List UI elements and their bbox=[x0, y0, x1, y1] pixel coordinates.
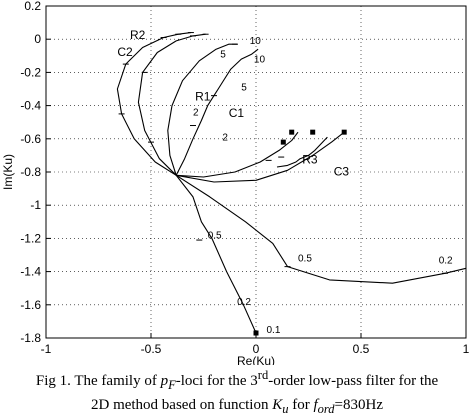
data-point-marker bbox=[310, 129, 316, 135]
y-tick-label: 0 bbox=[34, 32, 41, 46]
y-axis-label: Im(Ku) bbox=[1, 154, 15, 190]
y-tick-label: 0.2 bbox=[24, 0, 41, 13]
data-point-marker bbox=[253, 330, 259, 336]
y-tick-label: -1.8 bbox=[20, 331, 41, 345]
annotation-label: C3 bbox=[334, 164, 350, 178]
annotation-label: 10 bbox=[250, 36, 262, 47]
annotation-label: R2 bbox=[130, 28, 146, 42]
x-axis-label: Re(Ku) bbox=[237, 354, 275, 365]
annotation-label: 5 bbox=[241, 83, 247, 94]
annotation-label: R1 bbox=[195, 90, 211, 104]
y-tick-label: -1.6 bbox=[20, 298, 41, 312]
x-tick-label: -0.5 bbox=[141, 342, 162, 356]
series-line-r1 bbox=[167, 43, 238, 176]
series-line-unnamed-8 bbox=[276, 136, 328, 168]
series-line-r3 bbox=[176, 131, 299, 178]
series-line-c3 bbox=[176, 131, 345, 183]
annotations: R2 C2 R1 C1 R3 C3 10 10 5 5 2 2 0.5 0.2 0.1 0.5 0.2 bbox=[117, 28, 453, 336]
y-tick-label: -0.6 bbox=[20, 132, 41, 146]
annotation-label: 2 bbox=[193, 108, 199, 119]
y-tick-label: -0.2 bbox=[20, 65, 41, 79]
series-line-r2 bbox=[116, 32, 191, 176]
x-tick-label: 0.5 bbox=[353, 342, 370, 356]
data-point-marker bbox=[280, 139, 286, 145]
annotation-label: 0.5 bbox=[208, 230, 222, 241]
caption-line-1: Fig 1. The family of pF-loci for the 3rd… bbox=[35, 368, 439, 392]
x-tick-label: -1 bbox=[41, 342, 52, 356]
annotation-label: 5 bbox=[220, 49, 226, 60]
y-tick-label: -0.4 bbox=[20, 99, 41, 113]
series-group bbox=[116, 32, 467, 334]
y-tick-label: -1.2 bbox=[20, 231, 41, 245]
annotation-label: 0.2 bbox=[439, 255, 453, 266]
x-tick-label: 0 bbox=[253, 342, 260, 356]
data-point-marker bbox=[341, 129, 347, 135]
annotation-label: C2 bbox=[117, 45, 133, 59]
marker-group bbox=[118, 32, 448, 336]
annotation-label: 10 bbox=[254, 54, 266, 65]
data-point-marker bbox=[289, 129, 295, 135]
series-line-c1 bbox=[175, 48, 259, 176]
axis-ticks: -1 -0.5 0 0.5 1 0.2 0 -0.2 -0.4 -0.6 -0.8 -1 -1.2 -1.… bbox=[20, 0, 469, 356]
y-tick-label: -1.4 bbox=[20, 265, 41, 279]
y-tick-label: -0.8 bbox=[20, 165, 41, 179]
caption-line-2: 2D method based on function Ku for ford=… bbox=[90, 397, 383, 416]
figure-caption: Fig 1. The family of pF-loci for the 3rd… bbox=[0, 365, 474, 419]
annotation-label: 2 bbox=[222, 132, 228, 143]
annotation-label: 0.1 bbox=[267, 325, 281, 336]
annotation-label: C1 bbox=[229, 106, 245, 120]
y-tick-label: -1 bbox=[30, 198, 41, 212]
x-tick-label: 1 bbox=[463, 342, 470, 356]
annotation-label: R3 bbox=[302, 153, 318, 167]
series-line-unnamed-6 bbox=[175, 174, 257, 334]
annotation-label: 0.2 bbox=[237, 297, 251, 308]
annotation-label: 0.5 bbox=[298, 254, 312, 265]
series-line-unnamed-7 bbox=[175, 174, 467, 284]
chart: -1 -0.5 0 0.5 1 0.2 0 -0.2 -0.4 -0.6 -0.8 -1 -1.2 -1.… bbox=[1, 0, 470, 365]
